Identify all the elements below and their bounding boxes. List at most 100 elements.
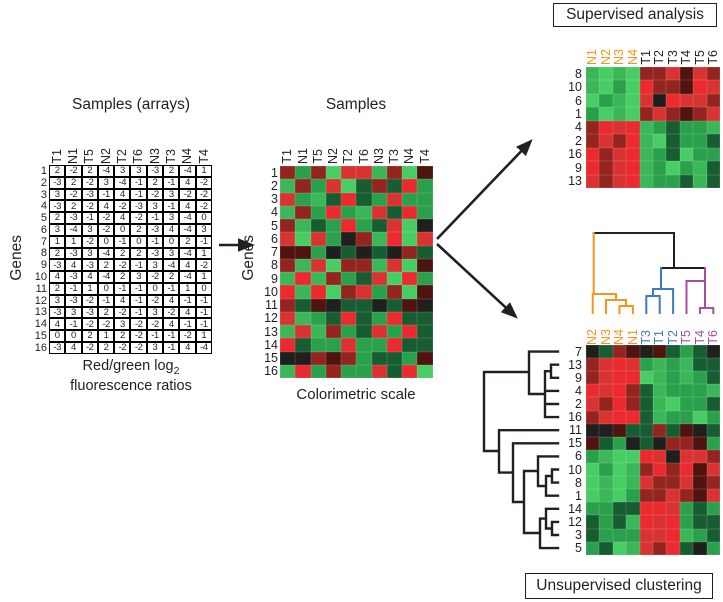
heatmap-cell — [626, 134, 640, 148]
middle-heatmap-grid — [280, 166, 433, 378]
heatmap-cell — [693, 174, 707, 188]
heatmap-cell — [599, 147, 613, 162]
ratio-table-cell: 4 — [65, 259, 82, 272]
heatmap-cell — [386, 325, 402, 339]
heatmap-cell — [402, 351, 418, 365]
ratio-table-cell: -2 — [114, 259, 131, 272]
heatmap-cell — [612, 345, 627, 359]
ratio-table-cell: -3 — [81, 259, 98, 272]
ratio-table-cell: 1 — [81, 282, 98, 295]
ratio-table-cell: -1 — [97, 294, 115, 307]
heatmap-cell — [693, 476, 707, 490]
ratio-table-cell: 1 — [49, 235, 66, 248]
heatmap-cell — [310, 205, 326, 219]
heatmap-cell — [706, 502, 720, 516]
middle-column-label-text: T3 — [387, 149, 402, 164]
heatmap-cell — [666, 436, 680, 450]
unsupervised-row-labels: 7 13 9 4 2 16 11 15 6 10 8 1 14 12 3 5 — [558, 345, 582, 556]
middle-column-label: T4 — [417, 149, 432, 164]
left-row-label: 7 — [40, 235, 47, 248]
heatmap-cell — [652, 174, 667, 188]
supervised-column-label: T6 — [706, 50, 720, 65]
heatmap-cell — [341, 232, 357, 246]
ratio-table-cell: -1 — [163, 176, 180, 189]
heatmap-cell — [612, 449, 627, 463]
unsupervised-column-label: N4 — [612, 329, 627, 345]
left-row-label: 12 — [34, 294, 47, 307]
ratio-table-cell: -2 — [81, 235, 98, 248]
heatmap-cell — [639, 93, 653, 108]
ratio-table-cell: 3 — [146, 259, 164, 272]
supervised-row-labels: 8 10 6 1 4 2 16 9 13 — [556, 67, 582, 189]
middle-row-label: 7 — [271, 245, 278, 260]
unsupervised-row-label: 15 — [568, 436, 582, 451]
heatmap-cell — [599, 436, 613, 450]
ratio-table-cell: -1 — [65, 282, 82, 295]
heatmap-cell — [679, 528, 694, 542]
unsupervised-clustering-caption: Unsupervised clustering — [536, 577, 702, 594]
ratio-table-cell: -3 — [65, 271, 82, 283]
heatmap-cell — [371, 298, 387, 312]
ratio-table-cell: 4 — [49, 318, 66, 331]
supervised-row-label: 9 — [575, 160, 582, 175]
heatmap-cell — [666, 134, 680, 148]
heatmap-cell — [612, 515, 627, 529]
unsupervised-column-label: N1 — [626, 329, 640, 345]
gene-dendrogram-tree — [482, 350, 560, 550]
heatmap-cell — [679, 358, 694, 372]
heatmap-cell — [666, 410, 680, 424]
heatmap-cell — [693, 161, 707, 175]
ratio-table-cell: -2 — [65, 188, 82, 201]
caption-log-sub: 2 — [173, 364, 180, 377]
ratio-table-cell: 1 — [179, 282, 196, 295]
heatmap-cell — [586, 161, 600, 175]
heatmap-cell — [612, 107, 627, 121]
supervised-column-label-text: T3 — [665, 50, 680, 65]
middle-column-label-text: N4 — [402, 148, 417, 164]
heatmap-cell — [310, 179, 326, 193]
left-column-label: N1 — [65, 148, 81, 164]
middle-column-label-text: N3 — [371, 148, 386, 164]
heatmap-cell — [310, 166, 326, 180]
left-genes-axis-text: Genes — [8, 235, 25, 281]
heatmap-cell — [356, 205, 372, 219]
heatmap-cell — [639, 489, 653, 503]
heatmap-cell — [612, 120, 627, 135]
heatmap-cell — [599, 107, 613, 121]
heatmap-cell — [341, 192, 357, 206]
heatmap-cell — [679, 67, 694, 81]
middle-column-label: T3 — [387, 149, 402, 164]
ratio-table-cell: -2 — [114, 341, 131, 354]
heatmap-cell — [599, 449, 613, 463]
heatmap-cell — [310, 298, 326, 312]
unsupervised-row-label: 2 — [575, 397, 582, 411]
left-column-label: T4 — [196, 149, 212, 164]
sample-dendrogram-root — [592, 232, 706, 269]
ratio-table-cell: -4 — [179, 247, 196, 260]
ratio-table-cell: -1 — [163, 282, 180, 295]
heatmap-cell — [612, 358, 627, 372]
ratio-table-cell: -2 — [146, 318, 164, 331]
heatmap-cell — [356, 298, 372, 312]
ratio-table-cell: 1 — [195, 330, 212, 342]
ratio-table-cell: -2 — [114, 200, 131, 213]
heatmap-cell — [679, 502, 694, 516]
heatmap-cell — [612, 397, 627, 411]
unsupervised-column-labels: N2 N3 N4 N1 T3 T1 T2 T5 T4 T6 — [585, 313, 720, 345]
heatmap-cell — [402, 166, 418, 180]
heatmap-cell — [371, 232, 387, 246]
supervised-row-label: 10 — [568, 80, 582, 95]
heatmap-cell — [417, 192, 433, 206]
heatmap-cell — [586, 515, 600, 529]
ratio-table-cell: 3 — [163, 212, 180, 224]
left-column-label: T5 — [82, 149, 98, 164]
middle-row-label: 3 — [271, 192, 278, 207]
ratio-table-cell: -3 — [65, 212, 82, 224]
heatmap-cell — [586, 489, 600, 503]
heatmap-cell — [639, 120, 653, 135]
unsupervised-column-label-text: N4 — [612, 329, 627, 345]
heatmap-cell — [402, 232, 418, 246]
heatmap-cell — [626, 423, 640, 437]
ratio-table-cell: -1 — [114, 282, 131, 295]
unsupervised-column-label: N2 — [585, 329, 599, 345]
